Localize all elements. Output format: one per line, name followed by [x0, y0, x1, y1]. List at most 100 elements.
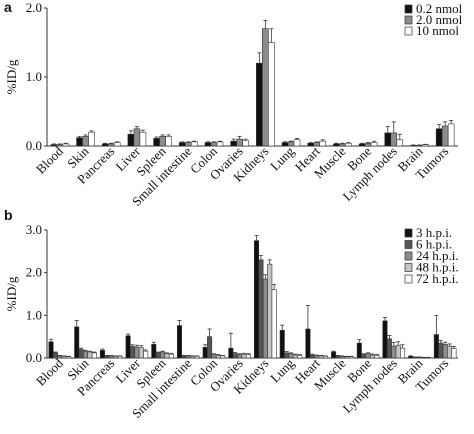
bar [134, 346, 140, 359]
bar [56, 144, 64, 147]
bar [268, 42, 275, 147]
chart-panel-b: b0.01.02.03.0%ID/gBloodSkinPancreasLiver… [4, 207, 459, 421]
bar [91, 352, 97, 359]
bar [241, 353, 247, 359]
bar [237, 354, 243, 359]
legend-swatch [404, 251, 413, 261]
y-tick-label: 0.0 [26, 138, 42, 153]
x-category-label: Lung [267, 355, 297, 385]
bar [143, 350, 149, 359]
bar [390, 132, 398, 147]
bar [258, 259, 264, 359]
y-axis-label: %ID/g [4, 59, 19, 94]
y-axis-label: %ID/g [4, 276, 19, 311]
bar [370, 142, 378, 147]
bar [215, 355, 221, 359]
bar [164, 353, 170, 359]
bar [176, 325, 182, 359]
bar [288, 353, 294, 359]
bar [451, 348, 457, 359]
bar [194, 355, 200, 359]
bar [287, 141, 295, 147]
bar [422, 144, 429, 147]
bar [442, 344, 448, 359]
bar [365, 353, 371, 359]
bar [138, 347, 144, 359]
bar [447, 345, 453, 359]
bar [62, 143, 70, 147]
bar [99, 350, 105, 359]
bar [184, 142, 192, 147]
bar [190, 355, 196, 359]
bar [344, 356, 350, 359]
legend-label: 0.2 nmol [416, 1, 463, 16]
legend-swatch [404, 274, 413, 284]
bar [339, 355, 345, 359]
bar [125, 335, 131, 359]
legend-label: 72 h.p.i. [416, 271, 459, 286]
bar [262, 28, 269, 147]
legend-label: 3 h.p.i. [416, 225, 452, 240]
bar [271, 289, 277, 359]
bar [202, 347, 208, 359]
bar [236, 138, 243, 147]
bar [228, 347, 234, 359]
bar [435, 128, 443, 147]
y-tick-label: 3.0 [26, 222, 42, 237]
bar [386, 338, 392, 359]
chart-panel-a: a0.01.02.0%ID/gBloodSkinPancreasLiverSpl… [4, 0, 463, 209]
bar [242, 140, 249, 147]
bar [74, 326, 80, 359]
bar [210, 142, 218, 147]
bar [369, 354, 375, 359]
bar [87, 351, 93, 359]
bar [113, 142, 121, 147]
bar [48, 341, 54, 359]
legend-swatch [404, 15, 413, 25]
panel-label: b [4, 207, 13, 223]
bar [319, 140, 327, 147]
legend-swatch [404, 263, 413, 272]
bar [256, 62, 263, 147]
bar [374, 355, 380, 359]
legend-label: 2.0 nmol [416, 12, 463, 27]
bar [297, 355, 303, 359]
bar [318, 355, 324, 359]
bar [292, 354, 298, 359]
bar [267, 263, 273, 359]
bar [323, 355, 329, 359]
bar [245, 354, 251, 359]
bar [447, 123, 455, 147]
bar [262, 278, 268, 359]
bar [313, 142, 321, 147]
bar [190, 141, 198, 147]
legend-label: 24 h.p.i. [416, 248, 459, 263]
bar [117, 355, 123, 359]
bar [293, 139, 301, 147]
x-category-label: Lung [267, 143, 297, 173]
bar [441, 125, 449, 147]
legend-swatch [404, 26, 413, 36]
bar [57, 355, 63, 359]
bar [220, 355, 226, 359]
legend-swatch [404, 228, 413, 238]
bar [207, 336, 213, 359]
y-tick-label: 2.0 [26, 265, 42, 280]
bar [395, 344, 401, 359]
legend-label: 10 nmol [416, 23, 459, 38]
bar [165, 136, 172, 147]
bar [305, 328, 311, 359]
bar [391, 345, 397, 359]
bar [396, 139, 404, 147]
bar [254, 240, 260, 359]
bar [356, 342, 362, 359]
y-tick-label: 1.0 [26, 69, 42, 84]
bar [339, 143, 346, 147]
bar [61, 355, 67, 359]
bar [160, 351, 166, 359]
bar [314, 355, 320, 359]
bar [279, 329, 285, 359]
legend-swatch [404, 240, 413, 249]
bar [139, 131, 147, 147]
bar [216, 141, 224, 147]
